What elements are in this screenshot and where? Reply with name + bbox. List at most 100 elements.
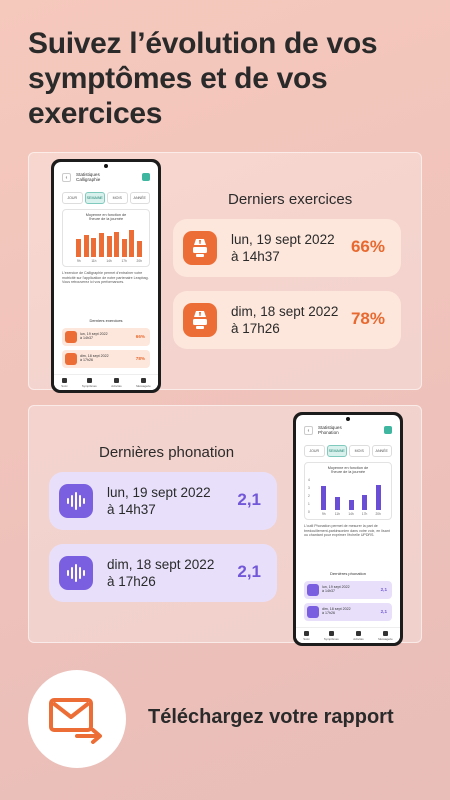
chart-y-tick: 2 [308, 494, 310, 498]
nav-activites[interactable]: Activités [353, 630, 364, 641]
download-report-button[interactable] [28, 670, 126, 768]
nav-suivi[interactable]: Suivi [61, 377, 67, 388]
chart-x-tick: 11h [334, 512, 340, 516]
exercise-score: 66% [350, 237, 385, 256]
mail-arrow-icon [49, 698, 102, 744]
phone-title-line1: Statistiques [318, 425, 342, 430]
chart-bar [91, 237, 97, 257]
chart-x-tick: 14h [106, 259, 112, 263]
phonation-card[interactable]: dim, 18 sept 2022 à 17h26 2,1 [49, 544, 277, 602]
phone-title: Statistiques Phonation [318, 425, 368, 436]
chart-x-tick: 11h [91, 259, 97, 263]
tab-jour[interactable]: JOUR [62, 192, 83, 204]
camera-dot [346, 417, 350, 421]
phone-title-line1: Statistiques [76, 172, 100, 177]
period-tabs: JOUR SEMAINE MOIS ANNÉE [62, 192, 150, 204]
camera-dot [104, 164, 108, 168]
tab-jour[interactable]: JOUR [304, 445, 325, 457]
chart-x-ticks: 9h 11h 14h 17h 20h [75, 259, 143, 264]
chart-bar [98, 233, 104, 257]
nav-messagerie[interactable]: Messagerie [136, 377, 151, 388]
chart-calligraphy: Moyenne en fonction de l'heure de la jou… [62, 209, 150, 267]
phone-description: L'outil Phonation permet de mesurer la p… [304, 524, 390, 538]
chart-phonation: Moyenne en fonction de l'heure de la jou… [304, 462, 392, 520]
tab-mois[interactable]: MOIS [107, 192, 128, 204]
phone-header: ‹ Statistiques Calligraphie [62, 172, 150, 186]
exercise-card[interactable]: lun, 19 sept 2022 à 14h37 66% [173, 219, 401, 277]
phone-bottom-nav: Suivi Symptômes Activités Messagerie [54, 374, 158, 390]
tab-mois[interactable]: MOIS [349, 445, 370, 457]
chart-bar [348, 499, 354, 510]
phonation-date-line1: lun, 19 sept 2022 [107, 485, 211, 500]
chart-bar [375, 484, 381, 510]
phone-list-item[interactable]: lun, 19 sept 2022 à 14h37 2,1 [304, 581, 392, 599]
chart-title: Moyenne en fonction de l'heure de la jou… [63, 213, 149, 222]
tab-semaine[interactable]: SEMAINE [326, 445, 347, 457]
phone-mockup-calligraphy: ‹ Statistiques Calligraphie JOUR SEMAINE… [51, 159, 161, 393]
phone-item-date-line2: à 14h37 [322, 589, 335, 594]
phone-item-date-line1: lun, 19 sept 2022 [322, 585, 350, 589]
nav-label: Messagerie [136, 383, 151, 388]
download-report-label[interactable]: Téléchargez votre rapport [148, 706, 394, 728]
phone-list-item[interactable]: dim, 18 sept 2022 à 17h26 78% [62, 350, 150, 368]
activites-icon [113, 377, 119, 383]
back-button[interactable]: ‹ [62, 173, 71, 182]
phone-item-date: lun, 19 sept 2022 à 14h37 [322, 585, 350, 594]
nav-activites[interactable]: Activités [111, 377, 122, 388]
chart-x-tick: 17h [361, 512, 368, 516]
exercise-date: dim, 18 sept 2022 à 17h26 [231, 303, 338, 337]
phone-list-item[interactable]: lun, 19 sept 2022 à 14h37 66% [62, 328, 150, 346]
share-icon[interactable] [142, 173, 150, 181]
chart-bar [129, 230, 135, 257]
exercise-date-line1: lun, 19 sept 2022 [231, 232, 335, 247]
chart-bar [83, 234, 89, 257]
messagerie-icon [382, 630, 388, 636]
phone-description: L'exercice de Calligraphie permet d'entr… [62, 271, 149, 285]
nav-label: Symptômes [81, 383, 97, 388]
phone-header: ‹ Statistiques Phonation [304, 425, 392, 439]
nav-symptomes[interactable]: Symptômes [81, 377, 97, 388]
phone-list-item[interactable]: dim, 18 sept 2022 à 17h26 2,1 [304, 603, 392, 621]
chart-x-tick: 20h [136, 259, 142, 263]
phone-item-value: 66% [135, 334, 145, 339]
share-icon[interactable] [384, 426, 392, 434]
chart-title-line2: l'heure de la journée [330, 470, 366, 475]
nav-messagerie[interactable]: Messagerie [378, 630, 393, 641]
phone-item-date: dim, 18 sept 2022 à 17h26 [80, 354, 109, 363]
phonation-title: Dernières phonation [99, 444, 235, 461]
exercise-card[interactable]: dim, 18 sept 2022 à 17h26 78% [173, 291, 401, 349]
chart-x-tick: 9h [76, 259, 81, 263]
chart-y-tick: 1 [308, 502, 310, 506]
phonation-score: 2,1 [237, 490, 261, 509]
chart-bar [136, 240, 142, 257]
exercise-date: lun, 19 sept 2022 à 14h37 [231, 231, 335, 265]
phone-title: Statistiques Calligraphie [76, 172, 126, 183]
nav-symptomes[interactable]: Symptômes [324, 630, 339, 641]
phone-item-date-line1: dim, 18 sept 2022 [322, 607, 351, 611]
suivi-icon [61, 377, 67, 383]
chart-bars [317, 480, 385, 510]
phonation-date: lun, 19 sept 2022 à 14h37 [107, 484, 211, 518]
phonation-card[interactable]: lun, 19 sept 2022 à 14h37 2,1 [49, 472, 277, 530]
sound-wave-icon [307, 584, 319, 596]
phone-mockup-phonation: ‹ Statistiques Phonation JOUR SEMAINE MO… [293, 412, 403, 646]
tab-annee[interactable]: ANNÉE [371, 445, 392, 457]
phone-item-date-line2: à 14h37 [80, 336, 93, 341]
ink-bottle-icon [183, 303, 217, 337]
tab-semaine[interactable]: SEMAINE [84, 192, 105, 204]
chart-y-tick: 0 [308, 510, 310, 514]
phonation-score: 2,1 [237, 562, 261, 581]
tab-annee[interactable]: ANNÉE [129, 192, 150, 204]
chart-x-tick: 14h [348, 512, 354, 516]
exercise-date-line2: à 17h26 [231, 321, 280, 336]
chart-title-line1: Moyenne en fonction de [327, 466, 369, 470]
phone-screen: ‹ Statistiques Phonation JOUR SEMAINE MO… [296, 415, 400, 643]
back-button[interactable]: ‹ [304, 426, 313, 435]
exercise-score: 78% [350, 309, 385, 328]
phone-title-line2: Calligraphie [76, 177, 101, 183]
exercises-panel: ‹ Statistiques Calligraphie JOUR SEMAINE… [28, 152, 422, 393]
phonation-date-line2: à 17h26 [107, 574, 156, 589]
nav-suivi[interactable]: Suivi [303, 630, 309, 641]
phonation-date: dim, 18 sept 2022 à 17h26 [107, 556, 214, 590]
chart-x-ticks: 9h 11h 14h 17h 20h [317, 512, 385, 517]
